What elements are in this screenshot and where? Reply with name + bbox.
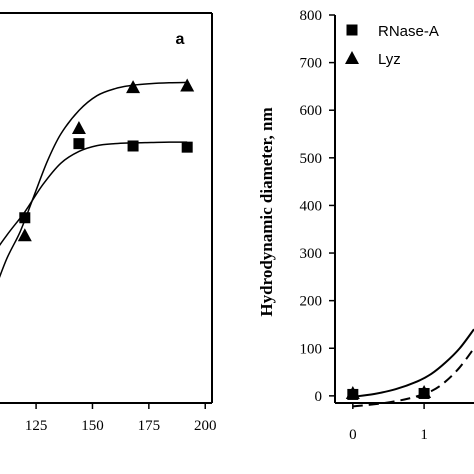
right-fit-curve-square [352, 347, 474, 408]
right-chart-panel: Hydrodynamic diameter, nm 01002003004005… [257, 8, 474, 443]
legend-label: Lyz [378, 51, 401, 68]
left-fit-curves [0, 81, 188, 279]
right-y-tick-label: 300 [300, 246, 323, 262]
right-x-tick-label: 0 [349, 427, 357, 443]
right-y-ticks: 0 100 200 300 400 500 600 700 800 [300, 8, 335, 405]
left-x-tick-label: 175 [138, 418, 161, 434]
right-data-points [345, 385, 432, 400]
left-x-tick-label: 150 [81, 418, 104, 434]
right-fit-curve-triangle [352, 328, 474, 398]
right-y-tick-label: 400 [300, 198, 323, 214]
right-y-tick-label: 700 [300, 56, 323, 72]
left-fit-curve-square [0, 141, 188, 246]
legend-marker-square [346, 24, 358, 36]
left-point-square [19, 212, 31, 224]
left-x-tick-label: 125 [25, 418, 48, 434]
right-y-tick-label: 0 [315, 389, 323, 405]
left-panel-label: a [176, 31, 185, 48]
right-y-tick-label: 600 [300, 103, 323, 119]
left-fit-curve-triangle [0, 81, 188, 279]
right-y-axis-label: Hydrodynamic diameter, nm [257, 107, 276, 316]
legend-label: RNase-A [378, 23, 439, 40]
right-x-tick-label: 1 [420, 427, 428, 443]
legend-marker-triangle [345, 51, 359, 64]
right-point-triangle [417, 385, 432, 399]
right-legend: RNase-A Lyz [345, 23, 439, 68]
left-point-triangle [17, 228, 32, 242]
right-y-tick-label: 100 [300, 341, 323, 357]
left-point-triangle [180, 78, 195, 92]
right-y-tick-label: 800 [300, 8, 323, 24]
left-point-square [181, 141, 193, 153]
left-x-ticks: 125 150 175 200 [25, 403, 217, 434]
right-point-triangle [345, 386, 360, 400]
left-x-tick-label: 200 [194, 418, 217, 434]
left-point-triangle [126, 80, 141, 94]
right-y-tick-label: 500 [300, 151, 323, 167]
right-fit-curves [352, 328, 474, 408]
right-y-tick-label: 200 [300, 294, 323, 310]
left-point-square [127, 140, 139, 152]
left-point-square [73, 138, 85, 150]
left-chart-panel: a 125 150 175 200 [0, 12, 217, 434]
left-data-points [17, 78, 195, 242]
left-point-triangle [71, 121, 86, 135]
